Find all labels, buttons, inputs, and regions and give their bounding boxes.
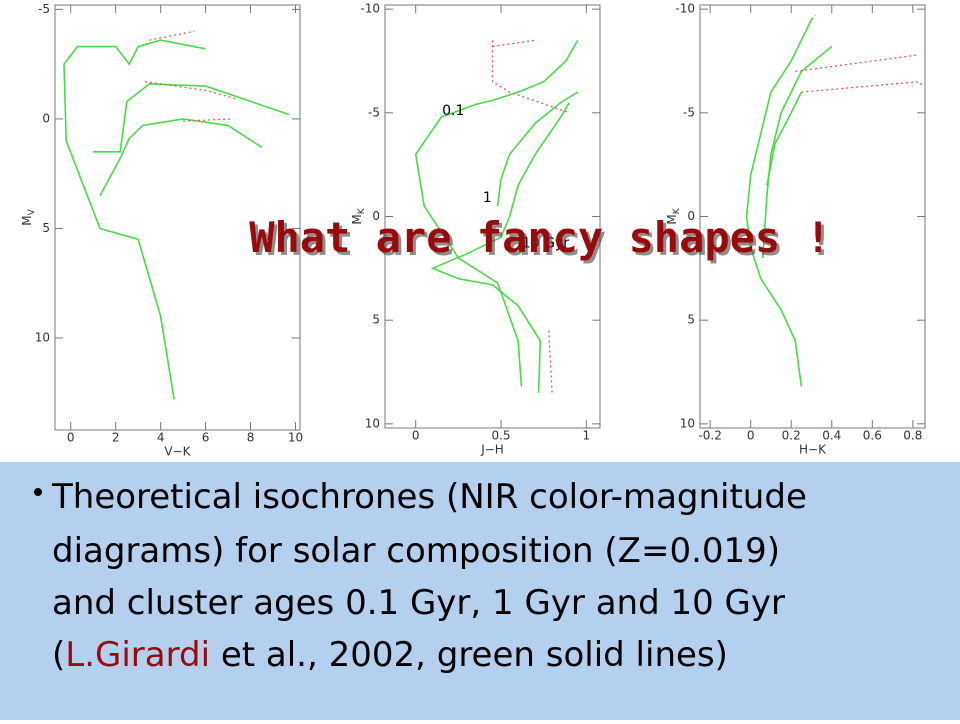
y-tick-label: -5 — [683, 105, 695, 119]
isochrone — [492, 39, 536, 48]
isochrone — [762, 45, 833, 259]
chart-area — [0, 0, 960, 462]
annotation: 1 — [483, 190, 492, 206]
y-tick-label: 5 — [687, 313, 695, 327]
isochrone — [183, 118, 233, 122]
author-name: L.Girardi — [65, 635, 210, 675]
isochrone — [801, 81, 924, 93]
y-tick-label: 0 — [687, 209, 695, 223]
annotation: 0.1 — [442, 103, 464, 119]
x-axis-label: H−K — [799, 443, 827, 457]
x-tick-label: 0.8 — [903, 429, 922, 443]
x-tick-label: 0.4 — [822, 429, 841, 443]
isochrone — [795, 54, 919, 73]
x-tick-label: 0 — [67, 431, 75, 445]
x-tick-label: -0.2 — [698, 429, 721, 443]
bullet-part: et al., 2002, green solid lines) — [210, 635, 728, 675]
x-tick-label: 0.2 — [782, 429, 801, 443]
x-tick-label: 0.5 — [491, 429, 510, 443]
y-tick-label: 0 — [372, 209, 380, 223]
x-tick-label: 1 — [583, 429, 591, 443]
y-axis-label: MV — [20, 208, 37, 225]
y-axis-label-sub: K — [357, 207, 367, 214]
text-area — [0, 462, 960, 720]
isochrone — [491, 40, 570, 114]
y-tick-label: 0 — [42, 111, 50, 125]
y-axis-label-main: M — [20, 215, 34, 225]
x-tick-label: 4 — [157, 431, 165, 445]
x-tick-label: 0 — [412, 429, 420, 443]
y-tick-label: 10 — [680, 416, 695, 430]
bullet-dot — [34, 488, 42, 496]
isochrone — [766, 91, 803, 186]
y-axis-label-sub: V — [27, 208, 37, 215]
x-tick-label: 0.6 — [863, 429, 882, 443]
y-tick-label: -5 — [38, 2, 50, 16]
isochrone — [63, 39, 206, 400]
y-tick-label: 5 — [42, 221, 50, 235]
y-tick-label: 10 — [365, 416, 380, 430]
x-axis-label: V−K — [164, 445, 191, 459]
y-axis-label-sub: K — [672, 207, 682, 214]
isochrone — [93, 83, 290, 153]
bullet-text: Theoretical isochrones (NIR color-magnit… — [51, 477, 807, 675]
isochrone — [811, 14, 816, 20]
overlay-title-shadow: What are fancy shapes ! — [252, 216, 834, 265]
bullet-line: Theoretical isochrones (NIR color-magnit… — [51, 477, 807, 517]
bullet-line: diagrams) for solar composition (Z=0.019… — [52, 531, 780, 571]
bullet-line: (L.Girardi et al., 2002, green solid lin… — [52, 635, 728, 675]
isochrone — [548, 330, 553, 395]
bullet-part: ( — [52, 635, 65, 675]
annotation: 10 Gyr — [522, 235, 569, 251]
isochrone — [496, 91, 579, 207]
y-tick-label: -5 — [368, 105, 380, 119]
isochrone — [99, 118, 263, 196]
x-tick-label: 0 — [747, 429, 755, 443]
plot-frame — [54, 4, 301, 431]
isochrone — [745, 19, 813, 387]
x-tick-label: 8 — [247, 431, 255, 445]
x-axis-label: J−H — [480, 443, 504, 457]
x-tick-label: 6 — [202, 431, 210, 445]
y-tick-label: -10 — [360, 2, 380, 16]
y-tick-label: 10 — [35, 330, 50, 344]
x-tick-label: 10 — [288, 431, 303, 445]
y-axis-label-main: M — [350, 214, 364, 224]
y-tick-label: 5 — [372, 313, 380, 327]
y-axis-label: MK — [350, 207, 367, 224]
isochrone — [149, 30, 195, 41]
isochrone — [414, 39, 579, 387]
y-axis-label: MK — [665, 207, 682, 224]
isochrone — [430, 102, 570, 393]
bullet-line: and cluster ages 0.1 Gyr, 1 Gyr and 10 G… — [52, 583, 785, 623]
x-tick-label: 2 — [112, 431, 120, 445]
y-tick-label: -10 — [675, 2, 695, 16]
isochrone — [144, 81, 238, 100]
overlay-title: What are fancy shapes ! — [249, 213, 831, 262]
y-axis-label-main: M — [665, 214, 679, 224]
